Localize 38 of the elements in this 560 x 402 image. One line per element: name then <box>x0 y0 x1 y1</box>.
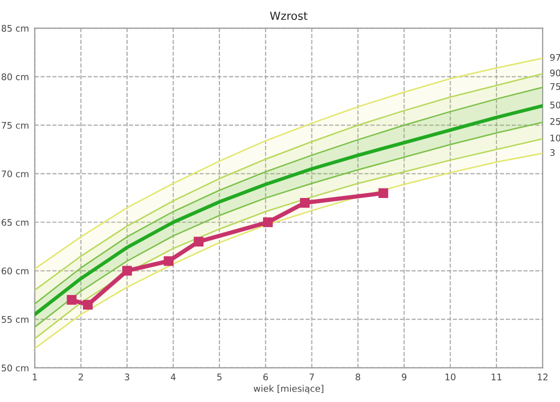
x-tick-label: 6 <box>263 374 268 380</box>
series-label: 50 <box>550 102 560 108</box>
line-series <box>34 58 543 270</box>
series-label: 25 <box>550 118 560 125</box>
x-tick-label: 4 <box>170 374 176 380</box>
y-tick-label: 65 cm <box>2 218 28 226</box>
x-tick-label: 11 <box>492 374 502 380</box>
point <box>164 256 174 266</box>
x-tick-label: 12 <box>538 374 548 380</box>
x-tick-label: 5 <box>217 374 222 380</box>
point <box>82 300 93 310</box>
series-label: 97 <box>550 54 560 61</box>
x-tick-label: 8 <box>356 374 360 380</box>
point <box>378 188 388 198</box>
point <box>66 295 77 305</box>
point <box>300 198 310 208</box>
y-tick-label: 70 cm <box>2 170 28 178</box>
y-tick-label: 85 cm <box>2 24 28 32</box>
series-label: 75 <box>550 83 560 90</box>
y-tick-label: 50 cm <box>2 364 28 372</box>
point <box>194 236 204 247</box>
chart-title: Wzrost <box>270 12 308 20</box>
y-tick-label: 75 cm <box>2 122 28 129</box>
point <box>122 266 132 276</box>
x-axis-title: wiek [miesiące] <box>254 384 324 394</box>
series-label: 90 <box>550 70 560 76</box>
x-tick-label: 10 <box>446 374 456 380</box>
series-label: 10 <box>550 134 560 142</box>
point <box>263 217 273 228</box>
y-tick-label: 60 cm <box>2 268 28 274</box>
series-label: 3 <box>550 149 555 156</box>
x-tick-label: 3 <box>124 374 130 380</box>
x-tick-label: 1 <box>32 374 37 380</box>
y-tick-label: 80 cm <box>2 73 28 80</box>
y-tick-label: 55 cm <box>2 316 28 323</box>
x-tick-label: 7 <box>310 374 314 380</box>
x-tick-label: 9 <box>402 374 406 380</box>
x-tick-label: 2 <box>78 374 83 380</box>
